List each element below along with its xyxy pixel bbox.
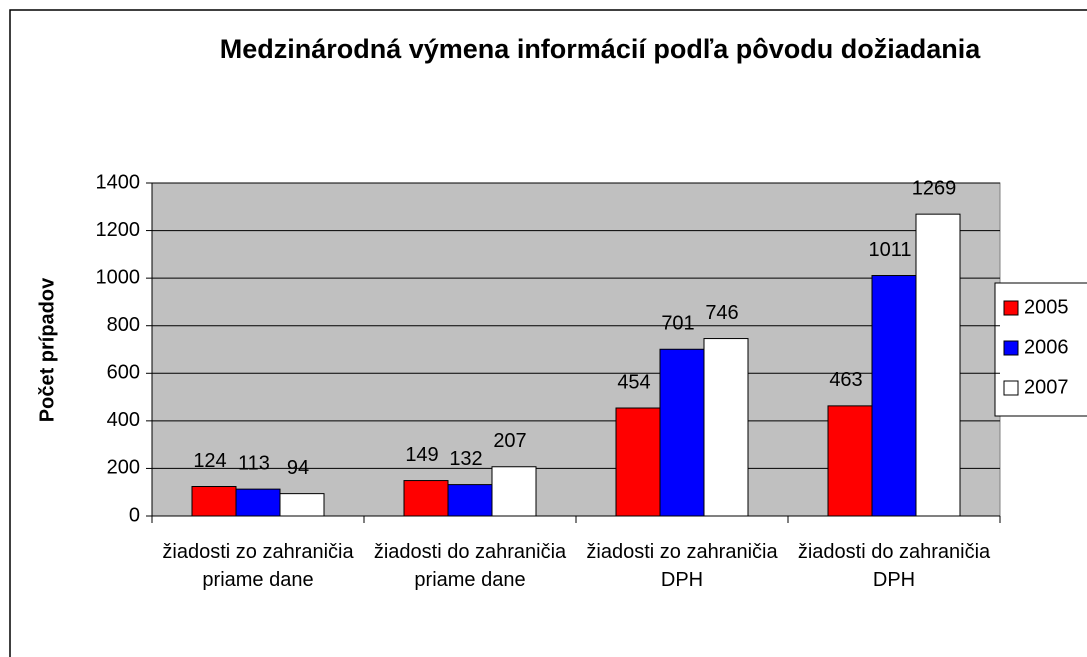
chart-title: Medzinárodná výmena informácií podľa pôv… [219,34,981,64]
x-tick-label: žiadosti do zahraničia DPH [797,541,991,591]
legend-label: 2007 [1024,376,1069,398]
bar [615,407,661,517]
bar [827,405,873,517]
bar [191,486,237,517]
value-label: 124 [193,450,226,472]
bar [915,213,961,517]
legend-swatch [1003,300,1019,316]
bar [279,493,325,517]
legend-swatch [1003,340,1019,356]
bar [447,484,493,517]
bar [235,488,281,517]
legend-label: 2006 [1024,336,1069,358]
bar [703,338,749,517]
y-tick-label: 600 [107,362,140,384]
y-axis-label: Počet prípadov [36,277,58,422]
value-label: 454 [617,371,650,393]
value-label: 746 [705,302,738,324]
value-label: 113 [238,452,270,474]
x-tick-label: žiadosti zo zahraničia priame dane [162,541,354,591]
y-tick-label: 800 [107,314,140,336]
y-tick-label: 400 [107,409,140,431]
y-tick-label: 0 [129,504,140,526]
legend-label: 2005 [1024,296,1069,318]
value-label: 1269 [912,177,957,199]
value-label: 94 [287,457,309,479]
value-label: 463 [829,369,862,391]
y-tick-label: 200 [107,457,140,479]
bar [403,480,449,517]
y-tick-label: 1400 [96,171,141,193]
value-label: 701 [661,313,694,335]
value-label: 149 [405,444,438,466]
bar [659,348,705,517]
x-tick-label: žiadosti do zahraničia priame dane [373,541,567,591]
y-tick-label: 1000 [96,266,141,288]
y-tick-label: 1200 [96,219,141,241]
value-label: 207 [493,430,526,452]
bar [491,466,537,517]
value-label: 1011 [868,239,911,261]
x-tick-label: žiadosti zo zahraničia DPH [586,541,778,591]
legend-swatch [1003,380,1019,396]
bar [871,275,917,517]
value-label: 132 [449,448,482,470]
